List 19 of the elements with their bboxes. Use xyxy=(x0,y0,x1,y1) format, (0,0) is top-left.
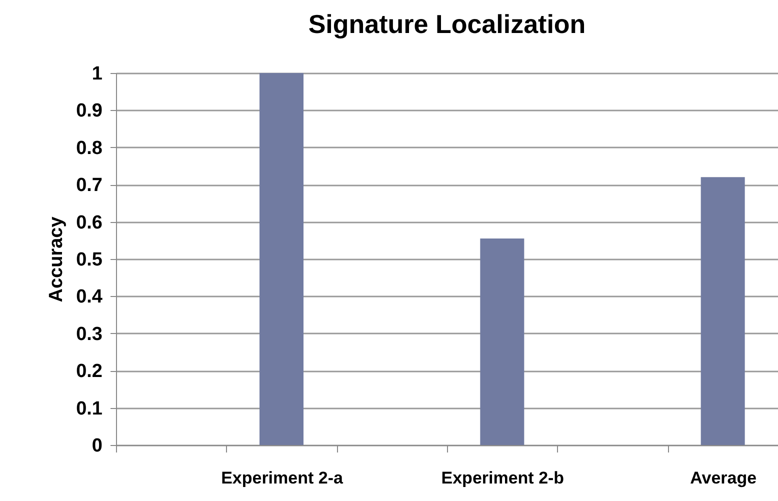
y-tick-label: 0.1 xyxy=(76,398,103,420)
y-tick-label: 0.2 xyxy=(76,361,102,382)
y-tick-label: 0.4 xyxy=(76,286,103,308)
chart-title: Signature Localization xyxy=(308,9,586,39)
y-tick-label: 0.8 xyxy=(76,138,102,159)
x-tick-label: Experiment 2-a xyxy=(221,468,344,488)
y-tick-label: 0.7 xyxy=(76,175,102,196)
y-tick-label: 0.3 xyxy=(76,324,102,345)
bar xyxy=(260,73,304,445)
x-tick-label: Average xyxy=(690,468,757,488)
y-tick-label: 0.6 xyxy=(76,212,102,234)
bar xyxy=(700,177,745,445)
bar xyxy=(480,238,524,445)
y-tick-label: 0.9 xyxy=(76,100,102,122)
y-tick-label: 0.5 xyxy=(76,250,103,270)
y-tick-label: 1 xyxy=(92,64,103,84)
y-axis-title: Accuracy xyxy=(46,216,68,302)
y-tick-label: 0 xyxy=(92,436,102,456)
x-tick-label: Experiment 2-b xyxy=(441,468,564,488)
